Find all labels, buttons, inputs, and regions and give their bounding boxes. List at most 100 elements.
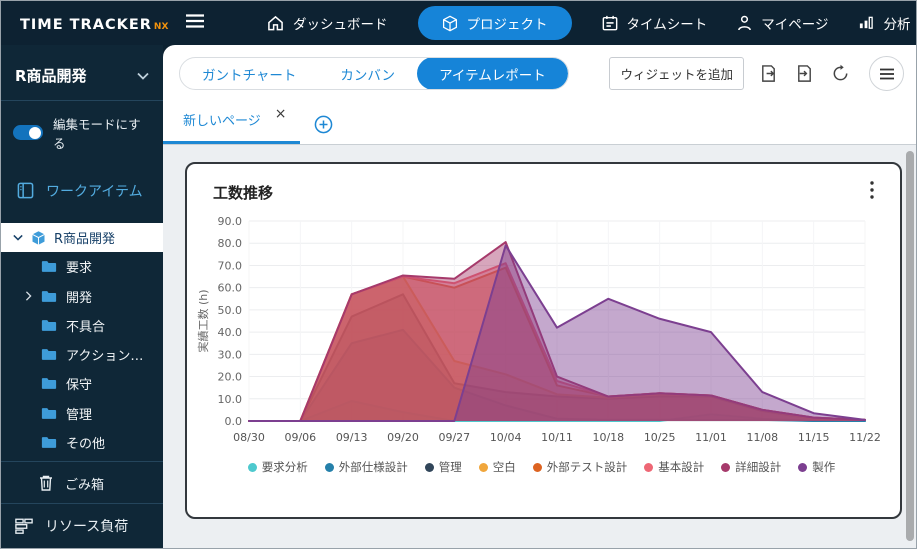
chevron-down-icon bbox=[13, 234, 23, 241]
legend-item[interactable]: 要求分析 bbox=[247, 459, 308, 475]
page-tab-label: 新しいページ bbox=[183, 114, 261, 129]
legend-dot bbox=[644, 462, 654, 472]
page-tab-active[interactable]: 新しいページ × bbox=[163, 106, 301, 144]
person-icon bbox=[738, 15, 752, 31]
tree-node-project-root[interactable]: R商品開発 bbox=[1, 222, 163, 253]
tree-node-maintenance[interactable]: 保守 bbox=[1, 369, 163, 398]
add-page-button[interactable] bbox=[314, 115, 333, 134]
page-tab-strip: 新しいページ × bbox=[163, 101, 916, 145]
nav-label: 分析 bbox=[883, 17, 911, 33]
area-chart-canvas: 0.0 10.0 20.0 30.0 40.0 50.0 60.0 70.0 80.0 90.0 0… bbox=[196, 215, 881, 444]
legend-dot bbox=[798, 462, 808, 472]
folder-icon bbox=[41, 378, 57, 390]
nav-item-analysis[interactable]: 分析 bbox=[858, 13, 910, 33]
folder-label: その他 bbox=[66, 436, 106, 452]
svg-text:30.0: 30.0 bbox=[218, 348, 243, 361]
nav-label: マイページ bbox=[761, 17, 829, 33]
tree-node-action-items[interactable]: アクション… bbox=[1, 340, 163, 369]
legend-item[interactable]: 詳細設計 bbox=[721, 459, 781, 475]
svg-text:70.0: 70.0 bbox=[218, 259, 243, 272]
chevron-right-icon bbox=[25, 291, 32, 301]
folder-icon bbox=[41, 290, 57, 302]
kebab-menu-icon[interactable] bbox=[864, 179, 880, 205]
top-navigation-bar: TIME TRACKER NX ダッシュボード プロジェクト タイムシート マイペ… bbox=[1, 1, 916, 45]
legend-label: 外部テスト設計 bbox=[546, 460, 628, 474]
nav-label: タイムシート bbox=[626, 17, 708, 33]
cube-icon bbox=[32, 230, 45, 245]
tab-label: カンバン bbox=[340, 67, 396, 84]
nav-label: プロジェクト bbox=[466, 17, 548, 33]
legend-dot bbox=[532, 462, 542, 472]
legend-item[interactable]: 空白 bbox=[478, 459, 516, 475]
vertical-scrollbar[interactable] bbox=[906, 151, 914, 541]
svg-text:10/04: 10/04 bbox=[490, 431, 522, 444]
legend-item[interactable]: 基本設計 bbox=[644, 459, 704, 475]
tab-item-report[interactable]: アイテムレポート bbox=[417, 58, 568, 89]
folder-label: 管理 bbox=[66, 407, 93, 423]
folder-label: 不具合 bbox=[66, 319, 106, 335]
legend-label: 空白 bbox=[492, 460, 516, 474]
legend-item[interactable]: 管理 bbox=[424, 459, 462, 475]
folder-icon bbox=[41, 349, 57, 360]
widget-header: 工数推移 bbox=[187, 164, 900, 209]
tree-node-development[interactable]: 開発 bbox=[1, 281, 163, 310]
effort-trend-widget: 工数推移 0.0 10.0 20.0 30.0 40.0 50.0 60.0 70.0 80.0… bbox=[185, 162, 902, 519]
tree-node-defects[interactable]: 不具合 bbox=[1, 311, 163, 340]
folder-label: 要求 bbox=[66, 261, 93, 277]
svg-text:60.0: 60.0 bbox=[218, 282, 243, 295]
legend-label: 外部仕様設計 bbox=[338, 460, 408, 474]
trash-label: ごみ箱 bbox=[65, 477, 105, 493]
nav-items: ダッシュボード プロジェクト タイムシート マイページ 分析 bbox=[267, 6, 910, 40]
svg-text:11/01: 11/01 bbox=[695, 431, 727, 444]
svg-text:09/27: 09/27 bbox=[438, 431, 470, 444]
sidebar-item-resource-load[interactable]: リソース負荷 bbox=[1, 503, 163, 548]
view-tab-group: ガントチャート カンバン アイテムレポート bbox=[179, 57, 569, 90]
hamburger-menu-icon[interactable] bbox=[185, 13, 205, 33]
sidebar: R商品開発 編集モードにする ワークアイテム R商品開発 要求 開発 不 bbox=[1, 45, 163, 548]
menu-button[interactable] bbox=[869, 56, 904, 91]
sidebar-divider bbox=[1, 100, 163, 101]
sidebar-item-trash[interactable]: ごみ箱 bbox=[1, 460, 163, 503]
folder-label: 開発 bbox=[66, 290, 93, 306]
close-tab-icon[interactable]: × bbox=[274, 105, 287, 122]
export-button[interactable] bbox=[757, 62, 780, 85]
toolbar-actions: ウィジェットを追加 bbox=[609, 56, 904, 91]
nav-item-dashboard[interactable]: ダッシュボード bbox=[267, 13, 388, 33]
svg-text:80.0: 80.0 bbox=[218, 237, 243, 250]
legend-dot bbox=[247, 462, 257, 472]
folder-icon bbox=[41, 261, 57, 273]
legend-label: 管理 bbox=[438, 460, 462, 474]
legend-label: 製作 bbox=[812, 460, 836, 474]
tab-kanban[interactable]: カンバン bbox=[318, 58, 417, 89]
folder-icon bbox=[41, 320, 57, 331]
tree-node-management[interactable]: 管理 bbox=[1, 398, 163, 427]
legend-dot bbox=[478, 462, 488, 472]
plus-circle-icon bbox=[315, 115, 333, 134]
sidebar-project-title: R商品開発 bbox=[15, 67, 87, 85]
edit-mode-toggle-row[interactable]: 編集モードにする bbox=[1, 101, 163, 165]
folder-icon bbox=[41, 407, 57, 419]
legend-item[interactable]: 外部テスト設計 bbox=[532, 459, 628, 475]
tree-node-requirements[interactable]: 要求 bbox=[1, 252, 163, 281]
svg-text:実績工数 (h): 実績工数 (h) bbox=[196, 289, 210, 352]
import-button[interactable] bbox=[793, 62, 816, 85]
edit-mode-toggle[interactable] bbox=[13, 125, 43, 141]
refresh-button[interactable] bbox=[829, 62, 852, 85]
nav-item-timesheet[interactable]: タイムシート bbox=[602, 13, 708, 33]
sidebar-project-selector[interactable]: R商品開発 bbox=[1, 45, 163, 100]
tab-label: ガントチャート bbox=[202, 67, 297, 84]
nav-item-mypage[interactable]: マイページ bbox=[737, 13, 828, 33]
svg-text:09/20: 09/20 bbox=[387, 431, 419, 444]
resource-load-icon bbox=[15, 518, 33, 534]
legend-item[interactable]: 製作 bbox=[798, 459, 835, 475]
legend-item[interactable]: 外部仕様設計 bbox=[324, 459, 408, 475]
add-widget-button[interactable]: ウィジェットを追加 bbox=[609, 57, 744, 90]
sidebar-item-work-items[interactable]: ワークアイテム bbox=[1, 165, 163, 213]
chart-legend: 要求分析 外部仕様設計 管理 空白 外部テスト設計 基本設計 詳細設計 製作 bbox=[193, 459, 890, 475]
nav-item-project[interactable]: プロジェクト bbox=[417, 6, 572, 40]
tree-node-others[interactable]: その他 bbox=[1, 428, 163, 457]
legend-label: 要求分析 bbox=[261, 460, 308, 474]
legend-dot bbox=[424, 462, 434, 472]
tab-gantt-chart[interactable]: ガントチャート bbox=[180, 58, 318, 89]
